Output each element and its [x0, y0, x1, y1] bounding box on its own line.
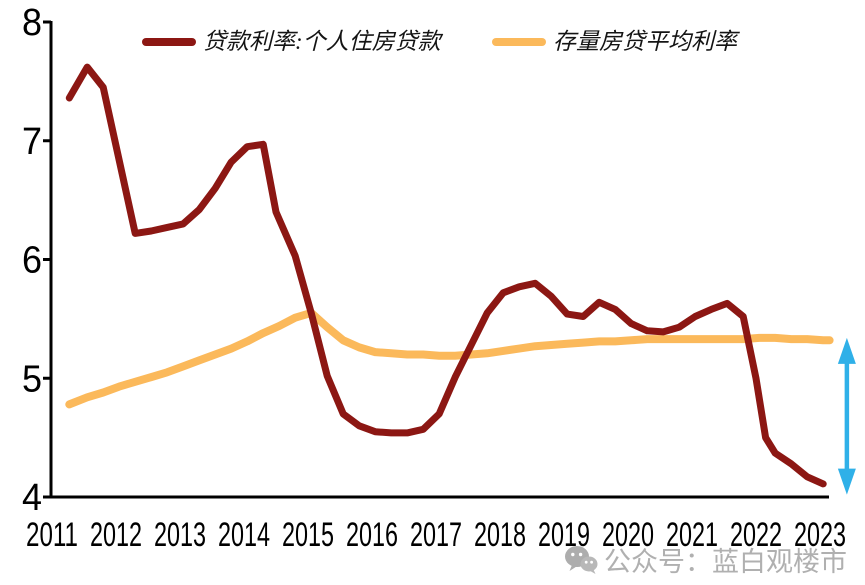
wechat-icon [565, 545, 598, 574]
legend-item-loan-rate: 贷款利率:个人住房贷款 [142, 27, 441, 57]
existing-mortgage-rate-label: 存量房贷平均利率 [553, 29, 737, 54]
y-tick-label: 4 [22, 477, 42, 519]
legend-item-existing-mortgage-rate: 存量房贷平均利率 [492, 27, 737, 57]
y-tick-label: 5 [22, 358, 42, 400]
existing-mortgage-rate-swatch [492, 38, 546, 46]
x-tick-label: 2020 [602, 516, 654, 554]
x-tick-label: 2016 [346, 516, 398, 554]
x-tick-label: 2018 [474, 516, 526, 554]
x-tick-label: 2015 [282, 516, 334, 554]
loan-rate-label: 贷款利率:个人住房贷款 [203, 29, 441, 54]
x-tick-label: 2019 [538, 516, 590, 554]
x-tick-label: 2013 [154, 516, 206, 554]
existing-mortgage-avg-rate-line [65, 308, 834, 409]
rate-gap-arrow-top-head [837, 337, 856, 364]
watermark-text: 公众号：蓝白观楼市 [604, 547, 847, 577]
y-tick-label: 8 [22, 2, 42, 44]
y-tick-label: 7 [22, 121, 42, 163]
loan-rate-swatch [142, 38, 196, 46]
rate-gap-arrow-bottom-head [837, 468, 856, 495]
loan-rate-line [65, 63, 827, 488]
x-tick-label: 2022 [730, 516, 782, 554]
x-tick-label: 2021 [666, 516, 718, 554]
y-tick-label: 6 [22, 240, 42, 282]
x-tick-label: 2012 [90, 516, 142, 554]
x-tick-label: 2011 [26, 516, 78, 554]
x-tick-label: 2023 [794, 516, 846, 554]
watermark: 公众号：蓝白观楼市 [564, 540, 847, 579]
x-tick-label: 2017 [410, 516, 462, 554]
x-tick-label: 2014 [218, 516, 270, 554]
